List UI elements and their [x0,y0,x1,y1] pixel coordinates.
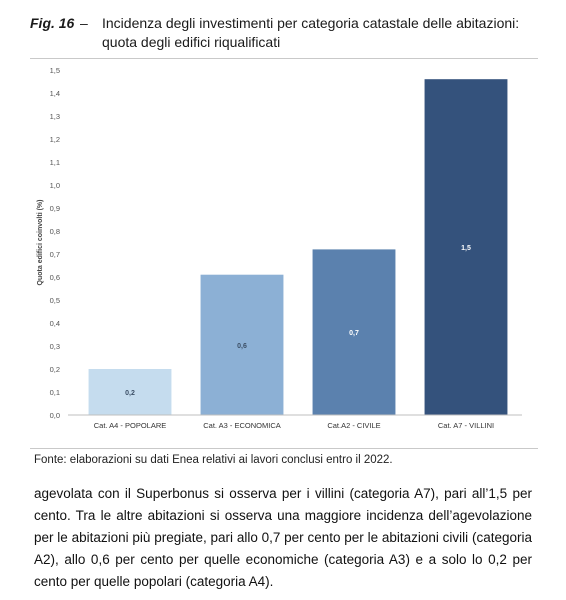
figure-label: Fig. 16 [30,15,75,31]
y-tick-label: 0,3 [50,342,60,351]
y-tick-label: 0,9 [50,204,60,213]
data-label: 0,2 [125,390,135,397]
x-tick-label: Cat. A3 - ECONOMICA [203,421,281,430]
bar-1 [88,369,172,415]
bar-2 [200,274,284,415]
y-tick-label: 0,2 [50,365,60,374]
x-tick-label: Cat. A7 - VILLINI [438,421,494,430]
y-axis-title: Quota edifici coinvolti (%) [37,200,44,286]
y-tick-label: 0,1 [50,388,60,397]
bar-4 [424,79,508,415]
body-paragraph: agevolata con il Superbonus si osserva p… [34,486,532,589]
y-tick-label: 1,0 [50,181,60,190]
y-tick-label: 1,5 [50,66,60,75]
figure-dash: – [80,15,88,31]
y-tick-label: 1,4 [50,89,60,98]
bar-3 [312,249,396,415]
x-tick-label: Cat.A2 - CIVILE [327,421,380,430]
y-tick-label: 0,6 [50,273,60,282]
y-tick-label: 0,7 [50,250,60,259]
figure-title: Incidenza degli investimenti per categor… [102,15,520,50]
y-tick-label: 1,1 [50,158,60,167]
y-tick-label: 0,4 [50,319,60,328]
y-tick-label: 1,2 [50,135,60,144]
source-note: Fonte: elaborazioni su dati Enea relativ… [34,454,393,466]
y-tick-label: 1,3 [50,112,60,121]
y-tick-label: 0,8 [50,227,60,236]
bar-chart: 0,0 0,1 0,2 0,3 0,4 0,5 0,6 0,7 0,8 0,9 1,0 1,1 1,2 1… [37,66,522,430]
y-tick-label: 0,5 [50,296,60,305]
data-label: 0,7 [349,330,359,337]
x-tick-label: Cat. A4 - POPOLARE [94,421,167,430]
top-divider [30,58,538,59]
bottom-divider [30,448,538,449]
data-label: 0,6 [237,343,247,350]
y-tick-label: 0,0 [50,411,60,420]
data-label: 1,5 [461,245,471,252]
